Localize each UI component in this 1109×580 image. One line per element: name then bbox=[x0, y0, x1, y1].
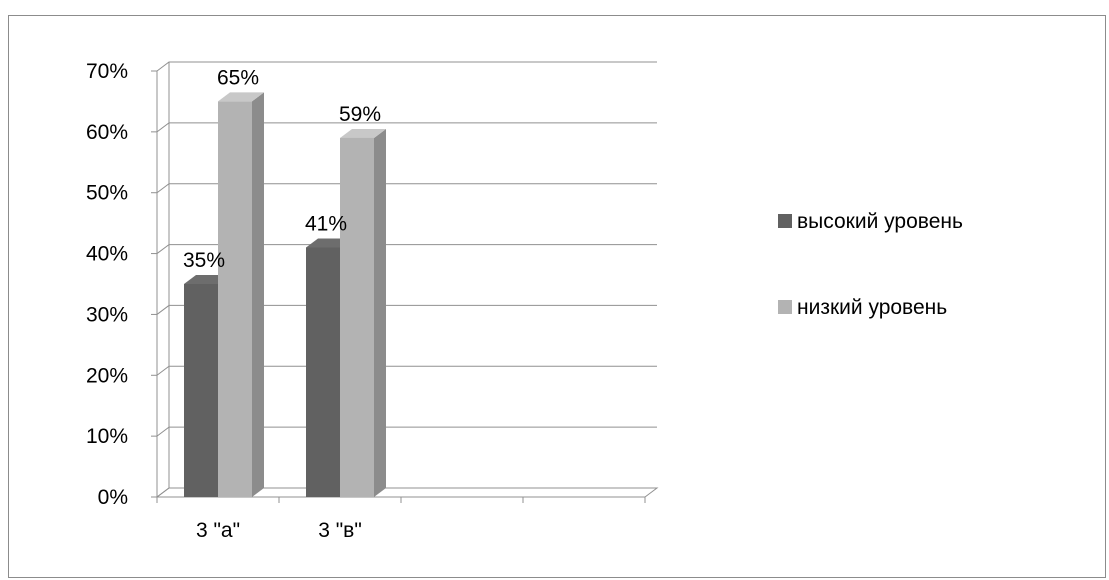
legend-label: низкий уровень bbox=[797, 296, 947, 319]
bars bbox=[184, 92, 386, 497]
gridline bbox=[156, 61, 657, 72]
bar bbox=[218, 92, 264, 497]
bar-top-face bbox=[218, 92, 264, 102]
y-tick-label: 60% bbox=[86, 121, 128, 144]
bar-front-face bbox=[306, 247, 340, 497]
gridline bbox=[156, 365, 657, 376]
x-tick-label: 3 "в" bbox=[318, 519, 362, 542]
gridline bbox=[156, 244, 657, 254]
gridline bbox=[156, 487, 657, 498]
gridline bbox=[156, 122, 657, 133]
y-tick-label: 20% bbox=[86, 364, 128, 387]
data-label: 59% bbox=[339, 103, 381, 126]
bar-top-face bbox=[340, 128, 386, 138]
y-tick-label: 30% bbox=[86, 303, 128, 326]
legend-label: высокий уровень bbox=[797, 210, 963, 233]
legend-swatch bbox=[778, 214, 792, 228]
bar-front-face bbox=[218, 101, 252, 497]
data-label: 35% bbox=[183, 249, 225, 272]
bar-front-face bbox=[340, 137, 374, 497]
bar-side-face bbox=[252, 92, 264, 497]
gridline bbox=[156, 304, 657, 315]
bar bbox=[340, 128, 386, 497]
y-tick-label: 70% bbox=[86, 60, 128, 83]
gridline bbox=[156, 183, 657, 194]
bar-front-face bbox=[184, 284, 218, 497]
bar-side-face bbox=[374, 128, 386, 497]
y-tick-label: 10% bbox=[86, 425, 128, 448]
y-tick-label: 0% bbox=[98, 486, 128, 509]
y-tick-label: 50% bbox=[86, 182, 128, 205]
y-axis-tick-labels: 0% 10% 20% 30% 40% 50% 60% 70% bbox=[86, 60, 128, 509]
gridline bbox=[156, 426, 657, 437]
legend: высокий уровень низкий уровень bbox=[778, 210, 963, 319]
legend-swatch bbox=[778, 300, 792, 314]
gridlines bbox=[156, 61, 657, 498]
legend-item: высокий уровень bbox=[778, 210, 963, 233]
data-label: 65% bbox=[217, 66, 259, 89]
y-tick-label: 40% bbox=[86, 243, 128, 266]
legend-item: низкий уровень bbox=[778, 296, 947, 319]
x-tick-label: 3 "а" bbox=[196, 519, 240, 542]
data-labels: 35% 41% 65% 59% bbox=[183, 66, 381, 272]
data-label: 41% bbox=[305, 212, 347, 235]
x-axis-tick-labels: 3 "а" 3 "в" bbox=[196, 519, 362, 542]
